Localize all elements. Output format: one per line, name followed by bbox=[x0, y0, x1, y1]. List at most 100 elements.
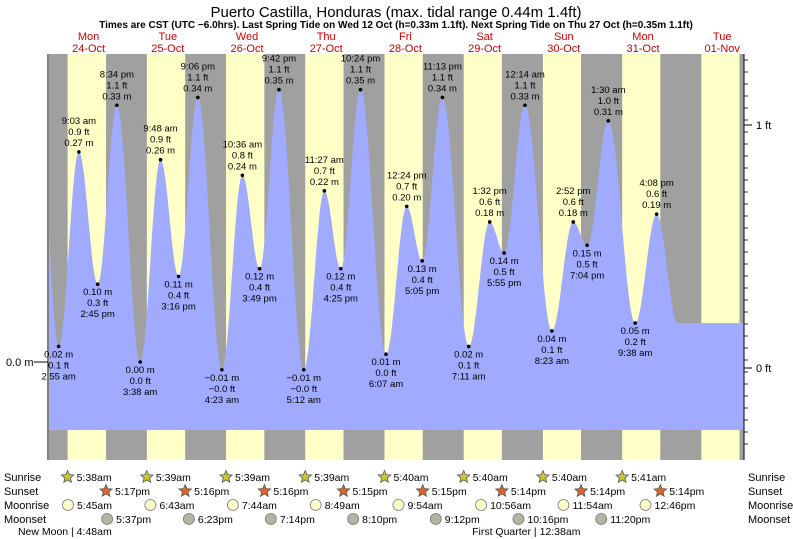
tide-time: 8:23 am bbox=[535, 356, 569, 367]
tide-point bbox=[301, 367, 306, 372]
moonset-time: 8:10pm bbox=[362, 514, 397, 526]
moonrise-moon-icon bbox=[392, 499, 405, 511]
tide-time: 4:25 pm bbox=[324, 294, 358, 305]
tide-height-m: 0.33 m bbox=[510, 91, 539, 102]
sunrise-time: 5:38am bbox=[77, 472, 112, 484]
tide-point bbox=[322, 189, 327, 193]
tide-time: 7:11 am bbox=[452, 371, 486, 382]
sunrise-star-icon bbox=[456, 469, 471, 484]
tide-height-ft: 0.8 ft bbox=[232, 150, 253, 161]
tide-height-ft: 0.9 ft bbox=[150, 135, 171, 146]
sunset-star-icon bbox=[178, 483, 193, 498]
sunrise-time: 5:40am bbox=[394, 472, 429, 484]
tide-height-m: 0.18 m bbox=[559, 208, 588, 219]
tide-height-m: 0.01 m bbox=[371, 357, 400, 368]
tide-time: 12:14 am bbox=[505, 69, 545, 80]
tide-height-m: 0.27 m bbox=[64, 138, 93, 149]
day-label-date: 26-Oct bbox=[230, 43, 263, 55]
sunset-star-icon bbox=[573, 483, 589, 498]
sunset-time: 5:16pm bbox=[194, 486, 229, 498]
day-label-dow: Mon bbox=[78, 31, 99, 43]
tide-height-ft: 0.7 ft bbox=[314, 166, 335, 177]
tide-point bbox=[502, 251, 506, 255]
day-label-dow: Tue bbox=[159, 31, 178, 43]
moonrise-moon-icon bbox=[144, 499, 157, 511]
tide-point bbox=[654, 212, 659, 216]
tide-height-m: 0.05 m bbox=[621, 326, 650, 337]
moonset-moon-icon bbox=[182, 513, 195, 525]
tide-height-ft: 1.1 ft bbox=[106, 80, 127, 91]
tide-height-ft: 0.1 ft bbox=[541, 345, 562, 356]
moonrise-time: 6:43am bbox=[159, 500, 194, 512]
sunrise-star-icon bbox=[298, 469, 313, 484]
tide-height-ft: 0.4 ft bbox=[168, 290, 189, 301]
tide-height-m: 0.02 m bbox=[454, 349, 483, 360]
sunrise-time: 5:39am bbox=[156, 472, 191, 484]
moonrise-time: 9:54am bbox=[407, 500, 442, 512]
tide-height-m: 0.10 m bbox=[83, 287, 112, 298]
tide-point bbox=[384, 352, 388, 357]
tide-height-m: 0.12 m bbox=[245, 272, 274, 283]
sunset-star-icon bbox=[257, 483, 272, 498]
sunrise-star-icon bbox=[60, 469, 75, 484]
day-label-dow: Sun bbox=[554, 31, 574, 43]
moon-phase-label: First Quarter | 12:38am bbox=[472, 526, 581, 538]
tide-height-ft: 0.4 ft bbox=[330, 283, 351, 294]
moonset-moon-icon bbox=[429, 513, 442, 525]
tide-height-ft: 1.1 ft bbox=[350, 65, 371, 76]
tide-point bbox=[466, 344, 471, 349]
tide-point bbox=[77, 150, 81, 154]
tide-height-ft: 1.1 ft bbox=[187, 72, 208, 83]
sunrise-star-icon bbox=[377, 469, 392, 484]
tide-point bbox=[220, 367, 224, 372]
day-label-dow: Sat bbox=[476, 31, 493, 43]
tide-height-m: 0.04 m bbox=[537, 334, 566, 345]
tide-height-ft: 0.7 ft bbox=[396, 181, 417, 192]
left-tick-label-0m: 0.0 m bbox=[6, 357, 34, 369]
sunset-time: 5:16pm bbox=[273, 486, 308, 498]
moonset-moon-icon bbox=[264, 513, 277, 525]
tide-time: 2:52 pm bbox=[556, 186, 590, 197]
tide-time: 3:16 pm bbox=[161, 301, 195, 312]
tide-height-ft: 1.0 ft bbox=[598, 96, 619, 107]
tide-point bbox=[257, 266, 262, 271]
tide-time: 5:05 pm bbox=[405, 286, 439, 297]
day-label-date: 30-Oct bbox=[547, 43, 580, 55]
tide-height-m: 0.35 m bbox=[346, 76, 375, 87]
tide-time: 2:45 pm bbox=[81, 309, 115, 320]
tide-point bbox=[487, 220, 492, 224]
tide-time: 9:03 am bbox=[62, 116, 96, 127]
day-label-date: 01-Nov bbox=[704, 43, 740, 55]
tide-time: 9:06 pm bbox=[181, 61, 215, 72]
tide-time: 9:42 pm bbox=[262, 54, 296, 65]
tide-height-m: 0.35 m bbox=[264, 76, 293, 87]
row-label-sunset-right: Sunset bbox=[748, 486, 782, 498]
sunset-time: 5:14pm bbox=[511, 486, 546, 498]
tide-time: 3:49 pm bbox=[242, 294, 276, 305]
day-label-date: 24-Oct bbox=[72, 43, 105, 55]
tide-time: 12:24 pm bbox=[387, 170, 427, 181]
tide-height-m: 0.20 m bbox=[392, 192, 421, 203]
tide-point bbox=[176, 274, 181, 279]
tide-point bbox=[633, 321, 637, 325]
tide-height-m: 0.19 m bbox=[642, 200, 671, 211]
row-label-moonrise-left: Moonrise bbox=[4, 500, 49, 512]
tide-height-ft: 0.3 ft bbox=[87, 298, 108, 309]
tide-height-m: 0.34 m bbox=[183, 83, 212, 94]
row-label-moonset-right: Moonset bbox=[748, 514, 790, 526]
chart-title: Puerto Castilla, Honduras (max. tidal ra… bbox=[210, 4, 581, 21]
tide-height-m: −0.01 m bbox=[205, 373, 240, 384]
day-label-date: 29-Oct bbox=[468, 43, 501, 55]
tide-height-m: 0.11 m bbox=[164, 279, 192, 290]
tide-point bbox=[338, 266, 343, 271]
right-minor-ticks bbox=[744, 59, 748, 445]
moonset-time: 10:16pm bbox=[527, 514, 568, 526]
tide-point bbox=[138, 360, 142, 364]
tide-point bbox=[158, 157, 163, 162]
tide-point bbox=[196, 95, 200, 100]
sunrise-time: 5:41am bbox=[631, 472, 666, 484]
tide-point bbox=[56, 344, 61, 349]
tide-height-m: 0.26 m bbox=[146, 146, 175, 157]
tide-height-ft: −0.0 ft bbox=[290, 384, 317, 395]
tide-point bbox=[358, 87, 363, 92]
